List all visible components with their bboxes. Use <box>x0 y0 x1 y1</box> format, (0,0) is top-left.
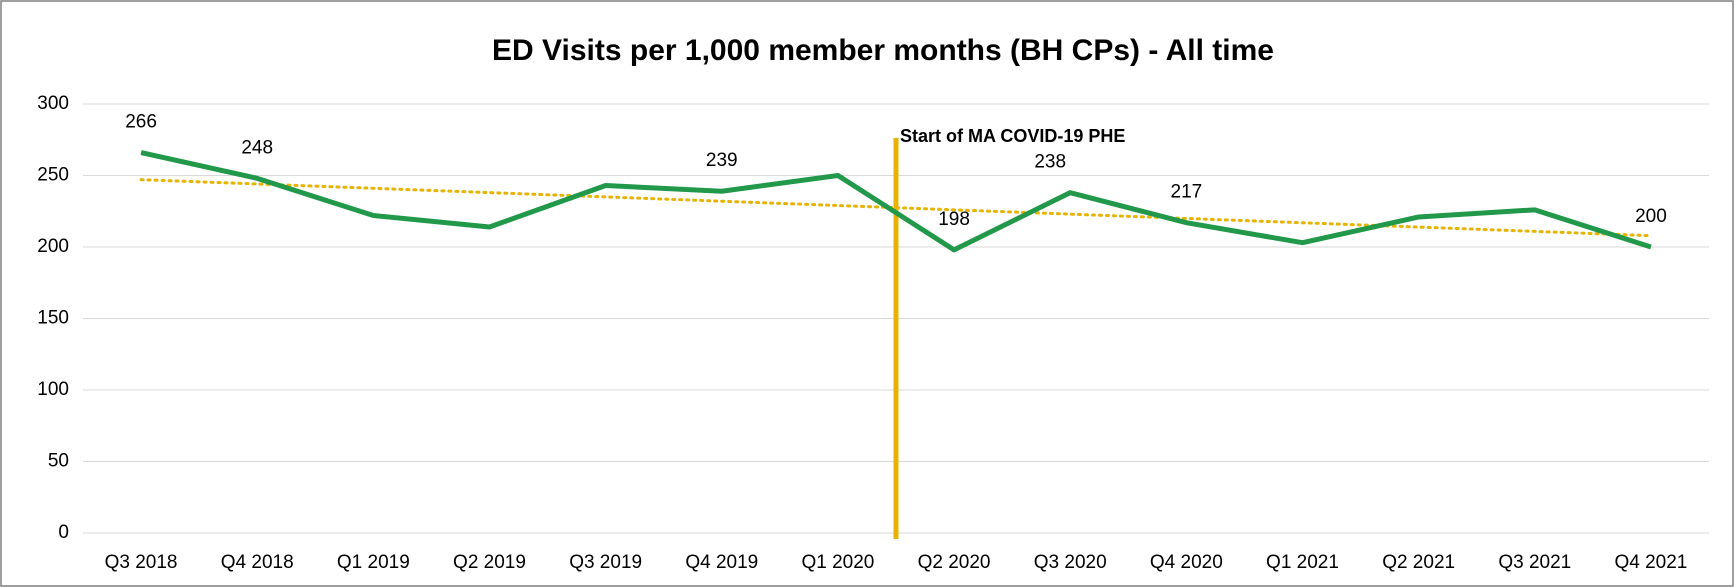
x-tick-label: Q3 2021 <box>1498 552 1571 573</box>
x-tick-label: Q3 2020 <box>1034 552 1107 573</box>
x-tick-label: Q3 2019 <box>569 552 642 573</box>
data-label: 200 <box>1635 206 1667 227</box>
x-tick-label: Q1 2020 <box>801 552 874 573</box>
y-tick-label: 150 <box>37 308 69 329</box>
x-tick-label: Q1 2021 <box>1266 552 1339 573</box>
y-tick-label: 100 <box>37 379 69 400</box>
x-tick-label: Q4 2020 <box>1150 552 1223 573</box>
data-label: 248 <box>241 137 273 158</box>
line-series <box>140 150 1652 253</box>
x-tick-label: Q2 2021 <box>1382 552 1455 573</box>
x-tick-label: Q4 2021 <box>1614 552 1687 573</box>
x-tick-label: Q1 2019 <box>337 552 410 573</box>
data-label: 239 <box>706 150 738 171</box>
y-tick-label: 300 <box>37 93 69 114</box>
x-tick-label: Q2 2020 <box>918 552 991 573</box>
y-tick-label: 50 <box>48 451 69 472</box>
annotation-label: Start of MA COVID-19 PHE <box>900 126 1125 146</box>
data-label: 238 <box>1034 152 1066 173</box>
x-tick-label: Q3 2018 <box>105 552 178 573</box>
data-label: 198 <box>938 209 970 230</box>
x-tick-label: Q2 2019 <box>453 552 526 573</box>
x-tick-label: Q4 2018 <box>221 552 294 573</box>
y-tick-label: 200 <box>37 236 69 257</box>
chart-title: ED Visits per 1,000 member months (BH CP… <box>492 34 1274 67</box>
y-tick-label: 0 <box>58 522 69 543</box>
x-tick-label: Q4 2019 <box>685 552 758 573</box>
data-label: 217 <box>1171 182 1203 203</box>
y-tick-label: 250 <box>37 165 69 186</box>
data-label: 266 <box>125 112 157 133</box>
